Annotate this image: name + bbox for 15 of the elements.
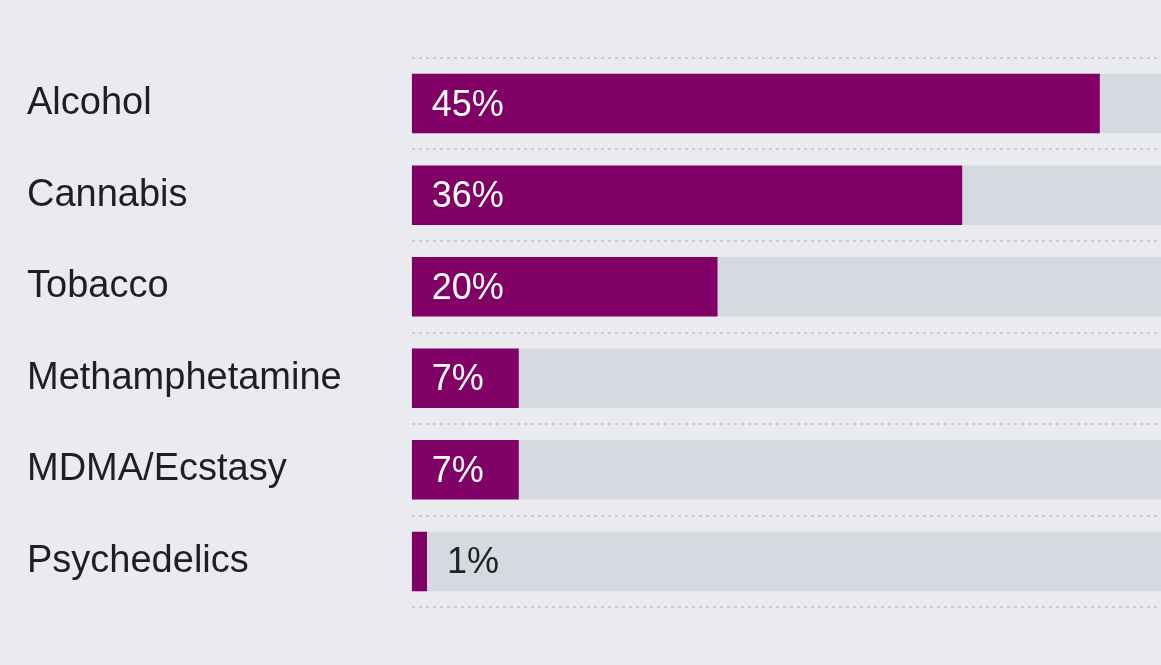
data-label: 20% [431, 265, 504, 307]
data-label: 7% [431, 448, 484, 490]
bar [411, 348, 519, 409]
y-tick-label: Methamphetamine [27, 354, 342, 397]
y-tick-label: Cannabis [27, 171, 188, 214]
y-tick-label: MDMA/Ecstasy [27, 446, 287, 489]
data-label: 7% [431, 357, 484, 399]
bar [411, 531, 428, 592]
data-label: 45% [431, 82, 504, 124]
y-tick-label: Alcohol [27, 80, 152, 123]
y-tick-label: Psychedelics [27, 537, 249, 580]
data-label: 36% [431, 174, 504, 216]
y-tick-label: Tobacco [27, 263, 169, 306]
bar [411, 440, 519, 500]
data-label: 1% [447, 540, 500, 582]
